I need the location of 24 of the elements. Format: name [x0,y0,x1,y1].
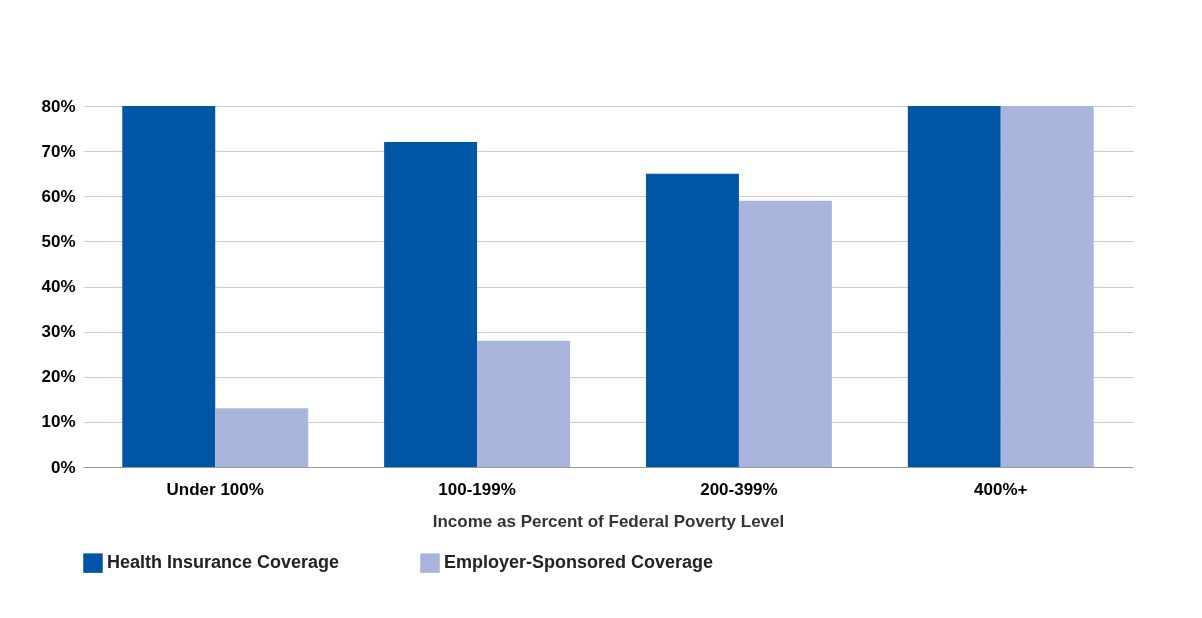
y-tick-label: 50% [41,231,76,251]
y-tick-label: 70% [41,141,76,161]
x-axis-title: Income as Percent of Federal Poverty Level [432,511,785,531]
bar [215,408,309,467]
y-tick-label: 10% [41,412,76,432]
bar [122,106,216,467]
x-tick-label: 400%+ [974,479,1028,499]
y-tick-label: 30% [41,322,76,342]
bar [1000,106,1094,467]
y-tick-label: 60% [41,186,76,206]
bar [645,173,739,467]
bar [907,106,1001,467]
bar [738,200,832,467]
bar [384,142,478,467]
legend-label: Employer-Sponsored Coverage [444,552,714,573]
bar [477,340,571,467]
x-tick-label: 100-199% [438,479,516,499]
y-tick-label: 0% [50,457,76,477]
legend-label: Health Insurance Coverage [107,552,340,573]
x-tick-label: Under 100% [166,479,264,499]
y-tick-label: 40% [41,277,76,296]
x-tick-label: 200-399% [700,479,778,499]
y-tick-label: 20% [41,367,76,387]
y-tick-label: 80% [41,96,76,116]
